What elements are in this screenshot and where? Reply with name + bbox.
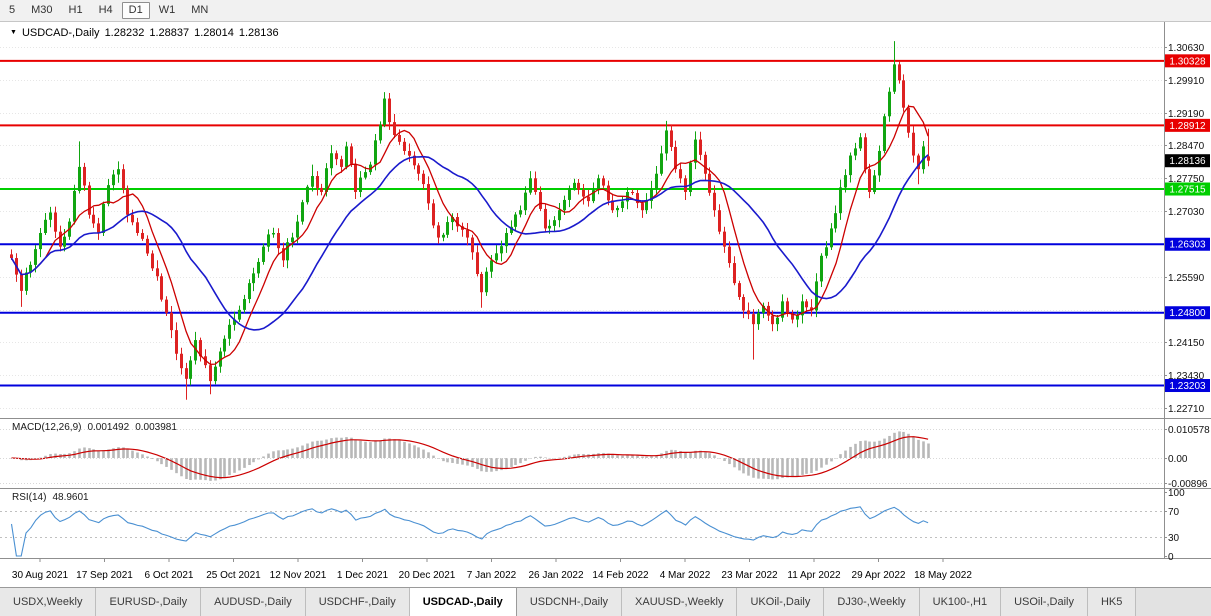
svg-text:1.23430: 1.23430 [1168,371,1205,382]
price-chart-canvas[interactable]: 1.30630 1.29910 1.29190 1.28470 1.27750 1.270… [0,22,1211,587]
chevron-down-icon[interactable]: ▼ [10,29,17,36]
chart-symbol-period: USDCAD-,Daily [21,27,100,39]
ohlc-high: 1.28837 [149,27,190,39]
chart-tab-usoil-daily[interactable]: USOil-,Daily [1001,588,1088,616]
chart-tab-dj30-weekly[interactable]: DJ30-,Weekly [824,588,920,616]
chart-tab-usdcad-daily[interactable]: USDCAD-,Daily [409,588,517,616]
svg-text:70: 70 [1168,507,1180,518]
macd-name: MACD(12,26,9) [12,422,82,433]
svg-text:1 Dec 2021: 1 Dec 2021 [337,570,389,581]
svg-text:6 Oct 2021: 6 Oct 2021 [145,570,194,581]
rsi-value: 48.9601 [52,492,89,503]
ohlc-open: 1.28232 [104,27,145,39]
time-axis[interactable]: 30 Aug 2021 17 Sep 2021 6 Oct 2021 25 Oct 2… [12,558,972,581]
svg-text:1.29190: 1.29190 [1168,109,1205,120]
svg-text:17 Sep 2021: 17 Sep 2021 [76,570,133,581]
level-price-tag: 1.23203 [1165,379,1210,393]
svg-text:11 Apr 2022: 11 Apr 2022 [787,570,841,581]
chart-tab-xauusd-weekly[interactable]: XAUUSD-,Weekly [622,588,738,616]
macd-main-value: 0.001492 [87,422,130,433]
timeframe-button-5[interactable]: 5 [9,4,16,16]
chart-tab-hk5[interactable]: HK5 [1087,588,1137,616]
timeframe-button-w1[interactable]: W1 [158,4,176,16]
svg-text:1.27750: 1.27750 [1168,174,1205,185]
horizontal-level-lines[interactable] [0,59,1164,387]
svg-text:20 Dec 2021: 20 Dec 2021 [399,570,456,581]
svg-text:1.23203: 1.23203 [1169,381,1206,392]
svg-text:29 Apr 2022: 29 Apr 2022 [852,570,906,581]
timeframe-button-mn[interactable]: MN [191,4,209,16]
svg-text:1.28912: 1.28912 [1169,121,1206,132]
svg-text:0.010578: 0.010578 [1168,425,1210,436]
svg-text:1.24150: 1.24150 [1168,338,1205,349]
rsi-indicator-label: RSI(14) 48.9601 [12,492,95,503]
chart-ohlc-bar: ▼ USDCAD-,Daily 1.28232 1.28837 1.28014 1.281… [10,27,284,39]
price-gridlines [0,47,1164,409]
current-price-tag: 1.28136 [1165,154,1210,168]
ohlc-low: 1.28014 [194,27,234,39]
timeframe-button-m30[interactable]: M30 [31,4,53,16]
svg-text:1.30328: 1.30328 [1169,56,1206,67]
chart-tab-usdx-weekly[interactable]: USDX,Weekly [0,588,97,616]
level-price-tag: 1.28912 [1165,118,1210,132]
svg-text:1.26303: 1.26303 [1169,240,1206,251]
level-price-tag: 1.26303 [1165,237,1210,251]
chart-region: 1.30630 1.29910 1.29190 1.28470 1.27750 1.270… [0,22,1211,587]
svg-text:-0.00896: -0.00896 [1168,479,1208,490]
svg-text:4 Mar 2022: 4 Mar 2022 [660,570,711,581]
svg-text:1.29910: 1.29910 [1168,76,1205,87]
chart-tab-uk100-h1[interactable]: UK100-,H1 [919,588,1002,616]
macd-indicator-label: MACD(12,26,9) 0.001492 0.003981 [12,422,183,433]
svg-text:0.00: 0.00 [1168,454,1188,465]
svg-text:1.27030: 1.27030 [1168,207,1205,218]
svg-text:1.28470: 1.28470 [1168,141,1205,152]
svg-text:23 Mar 2022: 23 Mar 2022 [721,570,778,581]
svg-text:100: 100 [1168,488,1185,499]
moving-average-lines [10,105,929,365]
svg-text:7 Jan 2022: 7 Jan 2022 [467,570,517,581]
svg-text:14 Feb 2022: 14 Feb 2022 [592,570,649,581]
svg-text:1.22710: 1.22710 [1168,404,1205,415]
svg-text:1.30630: 1.30630 [1168,43,1205,54]
macd-panel-series [10,431,930,481]
svg-text:30: 30 [1168,533,1180,544]
svg-text:1.24800: 1.24800 [1169,308,1206,319]
timeframe-button-d1[interactable]: D1 [121,2,150,19]
panel-separators [0,22,1211,559]
svg-text:1.27515: 1.27515 [1169,185,1206,196]
timeframe-button-h4[interactable]: H4 [98,4,113,16]
chart-tab-usdchf-daily[interactable]: USDCHF-,Daily [305,588,410,616]
chart-tab-ukoil-daily[interactable]: UKOil-,Daily [737,588,825,616]
chart-tab-usdcnh-daily[interactable]: USDCNH-,Daily [516,588,623,616]
svg-text:0: 0 [1168,552,1174,563]
chart-tab-audusd-daily[interactable]: AUDUSD-,Daily [201,588,306,616]
svg-text:1.28136: 1.28136 [1169,156,1206,167]
candlestick-series [10,41,930,400]
rsi-name: RSI(14) [12,492,47,503]
svg-text:1.25590: 1.25590 [1168,273,1205,284]
ohlc-close: 1.28136 [238,27,279,39]
rsi-panel-series [0,506,1164,557]
svg-text:30 Aug 2021: 30 Aug 2021 [12,570,69,581]
level-price-tag: 1.27515 [1165,182,1210,196]
svg-text:26 Jan 2022: 26 Jan 2022 [528,570,583,581]
macd-signal-value: 0.003981 [135,422,177,433]
price-axis[interactable]: 1.30630 1.29910 1.29190 1.28470 1.27750 1.270… [1164,43,1210,563]
timeframe-toolbar: 5 M30 H1 H4 D1 W1 MN [0,0,1211,22]
chart-tab-bar: USDX,Weekly EURUSD-,Daily AUDUSD-,Daily USD… [0,587,1211,616]
svg-text:18 May 2022: 18 May 2022 [914,570,972,581]
timeframe-button-h1[interactable]: H1 [68,4,83,16]
svg-text:25 Oct 2021: 25 Oct 2021 [206,570,261,581]
svg-text:12 Nov 2021: 12 Nov 2021 [270,570,327,581]
chart-tab-eurusd-daily[interactable]: EURUSD-,Daily [96,588,202,616]
level-price-tag: 1.24800 [1165,306,1210,320]
level-price-tag: 1.30328 [1165,54,1210,68]
